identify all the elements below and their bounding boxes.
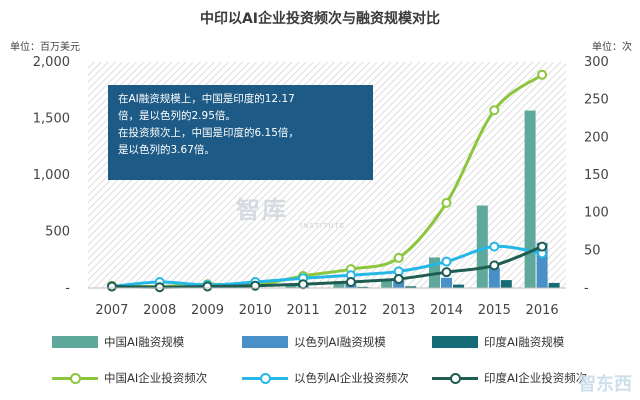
left-tick-label: - xyxy=(65,281,70,296)
bar xyxy=(393,280,405,288)
legend-label: 以色列AI融资规模 xyxy=(294,335,386,349)
series-line xyxy=(111,245,543,289)
line-point xyxy=(154,282,165,293)
lines xyxy=(106,69,548,293)
line-point xyxy=(345,276,356,287)
line-point xyxy=(489,105,500,116)
right-tick-label: 300 xyxy=(584,55,609,70)
brand-logo: 智东西 xyxy=(578,374,632,395)
bar xyxy=(536,242,548,288)
watermark-subtext: INSTITUTE xyxy=(300,222,346,230)
line-point xyxy=(250,280,261,291)
bar xyxy=(333,281,345,288)
right-tick-label: 250 xyxy=(584,93,609,108)
bar xyxy=(441,277,452,288)
line-point xyxy=(489,241,500,252)
annotation-line-4: 是以色列的3.67倍。 xyxy=(118,144,215,156)
legend-swatch xyxy=(52,336,98,348)
line-point xyxy=(441,267,452,278)
bar xyxy=(500,280,512,288)
annotation-line-2: 倍，是以色列的2.95倍。 xyxy=(118,110,236,122)
left-tick-label: 1,500 xyxy=(33,112,70,127)
line-point xyxy=(537,69,548,80)
line-point xyxy=(393,273,404,284)
legend-item-india-bar: 印度AI融资规模 xyxy=(432,334,564,350)
bar xyxy=(488,267,500,288)
legend-item-india-line: 印度AI企业投资频次 xyxy=(432,370,587,386)
x-tick-label: 2014 xyxy=(430,303,463,318)
chart-title: 中印以AI企业投资频次与融资规模对比 xyxy=(199,11,441,27)
legend-label: 中国AI企业投资频次 xyxy=(104,371,208,385)
x-tick-label: 2010 xyxy=(239,303,272,318)
legend-label: 以色列AI企业投资频次 xyxy=(294,371,409,385)
right-tick-label: 50 xyxy=(584,243,601,258)
legend-swatch xyxy=(242,371,288,385)
bar xyxy=(548,282,560,288)
x-tick-label: 2013 xyxy=(382,303,415,318)
legend-swatch xyxy=(432,371,478,385)
right-tick-label: - xyxy=(584,281,589,296)
right-tick-label: 200 xyxy=(584,130,609,145)
x-tick-label: 2015 xyxy=(478,303,511,318)
x-tick-label: 2012 xyxy=(334,303,367,318)
bar xyxy=(381,278,393,288)
x-tick-label: 2016 xyxy=(526,303,559,318)
bar xyxy=(453,284,464,288)
series-line xyxy=(111,244,543,288)
bar xyxy=(476,205,488,288)
legend-swatch xyxy=(432,336,478,348)
legend-item-israel-line: 以色列AI企业投资频次 xyxy=(242,370,409,386)
line-point xyxy=(298,279,309,290)
bar xyxy=(405,286,417,288)
line-point xyxy=(202,281,213,292)
axes: - 500 1,000 1,500 2,000 - 50 100 150 200 250 300 200… xyxy=(33,55,609,318)
x-tick-label: 2011 xyxy=(287,303,320,318)
x-tick-label: 2007 xyxy=(95,303,128,318)
x-tick-label: 2009 xyxy=(191,303,224,318)
line-point xyxy=(393,252,404,263)
annotation-line-1: 在AI融资规模上，中国是印度的12.17 xyxy=(118,93,295,105)
left-tick-label: 500 xyxy=(45,225,70,240)
bar xyxy=(524,110,536,288)
left-axis-unit: 单位：百万美元 xyxy=(10,42,80,53)
watermark: 智库 xyxy=(236,196,288,224)
right-tick-label: 100 xyxy=(584,206,609,221)
legend-item-china-bar: 中国AI融资规模 xyxy=(52,334,184,350)
legend-item-china-line: 中国AI企业投资频次 xyxy=(52,370,207,386)
annotation-box: 在AI融资规模上，中国是印度的12.17 倍，是以色列的2.95倍。 在投资频次… xyxy=(108,85,373,180)
line-point xyxy=(441,197,452,208)
legend-label: 印度AI企业投资频次 xyxy=(484,371,588,385)
bar xyxy=(357,286,369,288)
annotation-line-3: 在投资频次上，中国是印度的6.15倍， xyxy=(118,127,299,139)
line-point xyxy=(489,260,500,271)
legend-label: 中国AI融资规模 xyxy=(104,335,185,349)
right-axis-unit: 单位：次 xyxy=(592,42,632,53)
left-tick-label: 1,000 xyxy=(33,168,70,183)
left-tick-label: 2,000 xyxy=(33,55,70,70)
legend-label: 印度AI融资规模 xyxy=(484,335,565,349)
x-tick-label: 2008 xyxy=(143,303,176,318)
legend-item-israel-bar: 以色列AI融资规模 xyxy=(242,334,386,350)
line-point xyxy=(106,281,117,292)
line-point xyxy=(441,256,452,267)
line-point xyxy=(537,241,548,252)
legend-swatch xyxy=(242,336,288,348)
right-tick-label: 150 xyxy=(584,168,609,183)
legend-swatch xyxy=(52,371,98,385)
